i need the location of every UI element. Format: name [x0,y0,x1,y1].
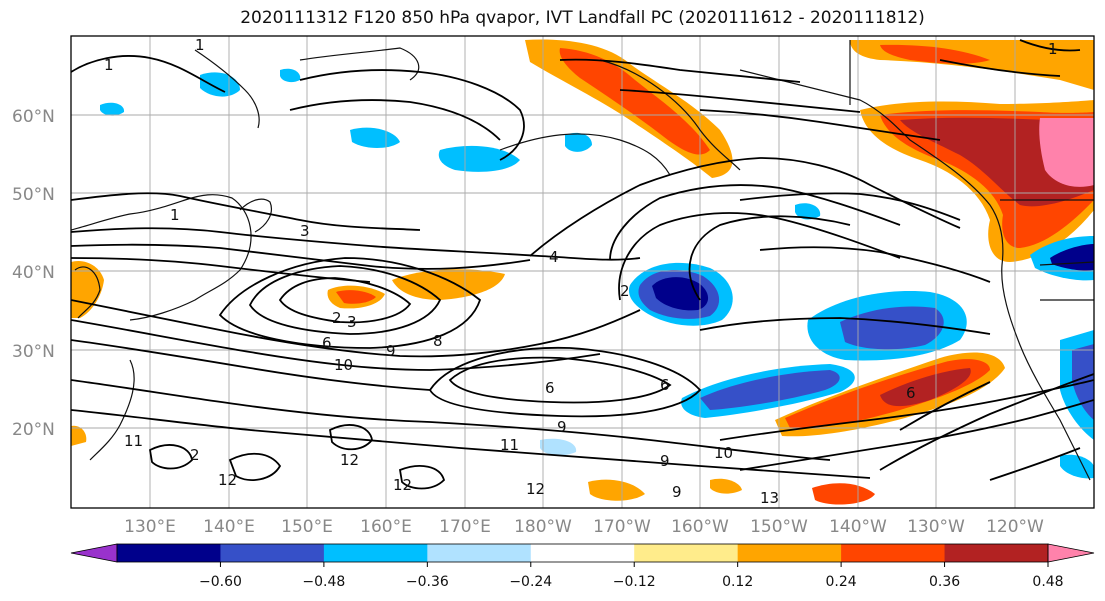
contour-label: 13 [760,489,779,507]
contour-label: 1 [1048,40,1058,58]
contour-label: 9 [672,483,682,501]
contour-label: 9 [557,418,567,436]
lon-label: 160°W [671,517,729,537]
colorbar-extend-low [70,543,118,563]
longitude-labels: 130°E 140°E 150°E 160°E 170°E 180°W 170°W 160°W… [124,517,1044,537]
contour-label: 3 [300,222,310,240]
contour-label: 9 [386,342,396,360]
lat-label-20n: 20°N [12,420,55,440]
colorbar: −0.60 −0.48 −0.36 −0.24 −0.12 0.12 0.24 0.36 0.4… [70,543,1095,590]
colorbar-box [530,544,635,562]
lon-label: 140°W [829,517,887,537]
contour-label: 11 [500,436,519,454]
colorbar-box [323,544,428,562]
contour-label: 6 [906,384,916,402]
colorbar-box [634,544,739,562]
colorbar-tick-label: 0.48 [1032,574,1063,590]
colorbar-extend-high [1047,543,1095,563]
latitude-labels: 60°N 50°N 40°N 30°N 20°N [12,107,55,440]
contour-label: 1 [104,56,114,74]
lat-label-30n: 30°N [12,342,55,362]
colorbar-box [220,544,325,562]
lon-label: 180°W [514,517,572,537]
lon-label: 150°W [750,517,808,537]
lat-label-50n: 50°N [12,185,55,205]
lon-label: 130°W [907,517,965,537]
lon-label: 170°W [593,517,651,537]
positive-shading [71,39,1094,505]
contour-label: 11 [124,432,143,450]
colorbar-tick-label: 0.24 [826,574,857,590]
colorbar-tick-label: −0.12 [613,574,656,590]
contour-label: 2 [190,446,200,464]
map-frame [70,35,1095,509]
contour-label: 12 [218,471,237,489]
contour-label: 12 [393,476,412,494]
colorbar-tick-label: −0.60 [199,574,242,590]
lon-label: 120°W [986,517,1044,537]
map-title: 2020111312 F120 850 hPa qvapor, IVT Land… [240,8,925,28]
colorbar-tick-label: −0.48 [302,574,345,590]
contour-label: 10 [334,356,353,374]
negative-shading [100,68,1094,479]
colorbar-tick-label: 0.12 [722,574,753,590]
lat-label-60n: 60°N [12,107,55,127]
contour-label: 3 [347,313,357,331]
contour-label: 4 [549,248,559,266]
colorbar-box [117,544,221,562]
colorbar-box [841,544,946,562]
contour-label: 6 [545,379,555,397]
contour-label: 10 [714,444,733,462]
lon-label: 130°E [124,517,176,537]
colorbar-box [427,544,532,562]
lon-label: 170°E [439,517,491,537]
contour-label: 12 [526,480,545,498]
contour-label: 2 [620,282,630,300]
contour-label: 12 [340,451,359,469]
colorbar-frame [116,543,1049,563]
colorbar-box [737,544,842,562]
colorbar-box [944,544,1049,562]
colorbar-tick-label: −0.24 [509,574,552,590]
contour-label: 1 [195,36,205,54]
contour-lines [71,39,1094,490]
lon-label: 150°E [281,517,333,537]
contour-label: 9 [660,452,670,470]
contour-label: 6 [660,376,670,394]
lon-label: 160°E [360,517,412,537]
coastlines [71,40,1094,481]
contour-label: 1 [170,206,180,224]
lon-label: 140°E [203,517,255,537]
contour-label: 6 [322,334,332,352]
colorbar-tick-label: 0.36 [929,574,960,590]
lat-label-40n: 40°N [12,263,55,283]
contour-labels: 1 1 1 2 3 3 4 2 6 8 9 10 6 6 11 12 12 12… [104,36,1058,507]
contour-label: 2 [332,309,342,327]
contour-label: 8 [433,332,443,350]
colorbar-tick-label: −0.36 [406,574,449,590]
